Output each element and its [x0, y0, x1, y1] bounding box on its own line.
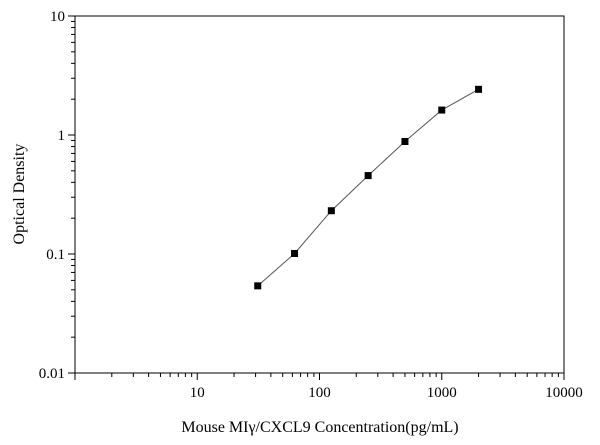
y-tick-label: 0.01: [39, 366, 65, 382]
x-tick-label: 1000: [427, 385, 457, 401]
plot-frame: [74, 15, 565, 374]
data-point: [254, 282, 262, 290]
data-point: [327, 207, 335, 215]
data-point: [438, 106, 446, 114]
x-tick-label: 10000: [545, 385, 583, 401]
y-tick-label: 1: [58, 128, 66, 144]
x-tick-label: 100: [308, 385, 331, 401]
data-point: [364, 172, 372, 180]
y-tick-label: 10: [50, 9, 65, 25]
x-tick-label: 10: [190, 385, 205, 401]
data-point: [291, 249, 299, 257]
series-group: [254, 85, 483, 290]
data-point: [401, 137, 409, 145]
y-axis-title: Optical Density: [11, 144, 28, 245]
x-axis-title: Mouse MIγ/CXCL9 Concentration(pg/mL): [181, 419, 458, 436]
y-tick-label: 0.1: [46, 247, 65, 263]
series-line: [257, 88, 479, 287]
data-point: [475, 85, 483, 93]
axes-group: 10 100 1000 10000 0.01 0.1 1 10: [39, 9, 583, 401]
